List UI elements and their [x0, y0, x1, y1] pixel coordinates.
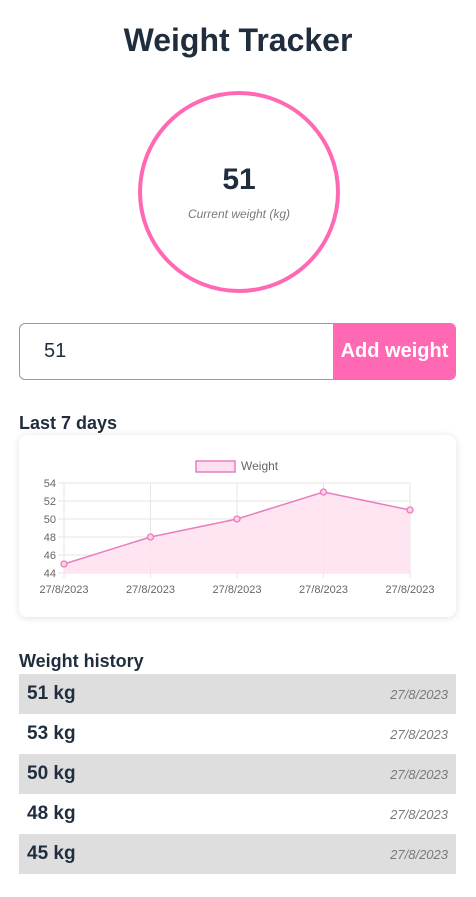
history-row: 50 kg 27/8/2023	[19, 754, 456, 794]
weight-input[interactable]	[19, 323, 333, 380]
history-date: 27/8/2023	[390, 726, 448, 742]
legend-label: Weight	[241, 459, 279, 473]
history-row: 53 kg 27/8/2023	[19, 714, 456, 754]
y-tick-label: 48	[44, 532, 56, 544]
y-tick-label: 50	[44, 514, 56, 526]
current-weight-caption: Current weight (kg)	[187, 207, 291, 221]
x-tick-label: 27/8/2023	[386, 584, 435, 596]
history-date: 27/8/2023	[390, 806, 448, 822]
legend-swatch	[195, 460, 236, 473]
history-date: 27/8/2023	[390, 686, 448, 702]
x-tick-label: 27/8/2023	[126, 584, 175, 596]
data-point	[406, 506, 414, 514]
history-row: 51 kg 27/8/2023	[19, 674, 456, 714]
y-tick-label: 52	[44, 496, 56, 508]
add-weight-button[interactable]: Add weight	[333, 323, 456, 380]
x-tick-label: 27/8/2023	[40, 584, 89, 596]
weight-history-list: 51 kg 27/8/2023 53 kg 27/8/2023 50 kg 27/8/20…	[19, 674, 456, 874]
data-point	[319, 488, 328, 496]
y-tick-label: 44	[44, 568, 56, 580]
x-tick-label: 27/8/2023	[213, 584, 262, 596]
history-row: 48 kg 27/8/2023	[19, 794, 456, 834]
weight-chart-card: 44 46 48 50 52 54 27/8/2023 27/8/2023 27/8/2023 2…	[19, 435, 456, 617]
data-point	[146, 533, 155, 541]
history-weight: 50 kg	[27, 763, 76, 784]
history-weight: 45 kg	[27, 843, 76, 864]
history-weight: 48 kg	[27, 803, 76, 824]
weight-line-chart: 44 46 48 50 52 54 27/8/2023 27/8/2023 27/8/2023 2…	[40, 459, 435, 596]
current-weight-ring: 51 Current weight (kg)	[138, 91, 340, 293]
history-title: Weight history	[19, 651, 144, 671]
data-point	[233, 515, 241, 523]
history-weight: 51 kg	[27, 683, 76, 704]
history-weight: 53 kg	[27, 723, 76, 744]
add-weight-form: Add weight	[19, 323, 456, 380]
history-row: 45 kg 27/8/2023	[19, 834, 456, 874]
data-point	[60, 560, 68, 568]
y-tick-label: 46	[44, 550, 56, 562]
series-area	[64, 492, 410, 573]
x-tick-label: 27/8/2023	[299, 584, 348, 596]
y-tick-label: 54	[44, 478, 56, 490]
history-date: 27/8/2023	[390, 766, 448, 782]
current-weight-value: 51	[222, 163, 256, 196]
page-title: Weight Tracker	[123, 22, 353, 58]
chart-section-title: Last 7 days	[19, 413, 118, 433]
history-date: 27/8/2023	[390, 846, 448, 862]
